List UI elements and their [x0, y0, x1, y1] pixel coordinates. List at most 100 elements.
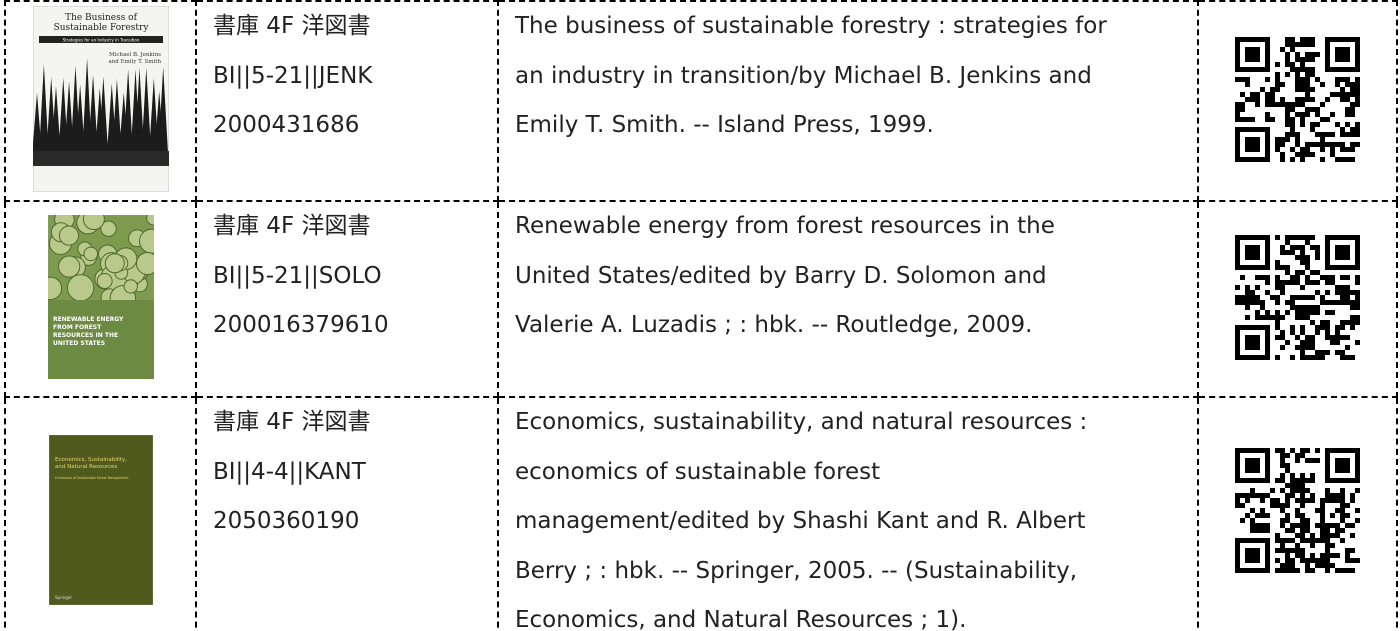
qr-module: [1350, 147, 1355, 152]
qr-module: [1330, 112, 1335, 117]
qr-module: [1245, 117, 1250, 122]
book-row: RENEWABLE ENERGYFROM FORESTRESOURCES IN …: [5, 201, 1397, 397]
qr-module: [1255, 275, 1260, 280]
qr-module: [1310, 345, 1315, 350]
qr-module: [1245, 97, 1250, 102]
qr-module: [1320, 528, 1325, 533]
qr-module: [1350, 300, 1355, 305]
qr-module: [1245, 82, 1250, 87]
qr-module: [1305, 538, 1310, 543]
qr-module: [1355, 127, 1360, 132]
qr-module: [1320, 538, 1325, 543]
qr-module: [1300, 310, 1305, 315]
qr-module: [1250, 92, 1255, 97]
qr-module: [1335, 285, 1340, 290]
id: 200016379610: [197, 301, 497, 351]
qr-module: [1240, 107, 1245, 112]
qr-module: [1305, 523, 1310, 528]
qr-module: [1325, 117, 1330, 122]
qr-module: [1290, 275, 1295, 280]
qr-module: [1285, 538, 1290, 543]
qr-module: [1345, 275, 1350, 280]
qr-module: [1320, 275, 1325, 280]
qr-module: [1290, 47, 1295, 52]
qr-module: [1305, 57, 1310, 62]
qr-module: [1320, 355, 1325, 360]
qr-module: [1280, 280, 1285, 285]
qr-module: [1270, 102, 1275, 107]
qr-module: [1275, 355, 1280, 360]
qr-module: [1280, 102, 1285, 107]
qr-module: [1310, 57, 1315, 62]
qr-module: [1310, 538, 1315, 543]
qr-module: [1290, 245, 1295, 250]
qr-module: [1325, 528, 1330, 533]
qr-module: [1300, 553, 1305, 558]
qr-module: [1275, 275, 1280, 280]
cover-author: Michael B. Jenkins: [108, 52, 160, 58]
qr-module: [1320, 325, 1325, 330]
location: 書庫 4F 洋図書: [197, 202, 497, 252]
qr-module: [1330, 563, 1335, 568]
description-line: Berry ; : hbk. -- Springer, 2005. -- (Su…: [499, 547, 1197, 597]
qr-module: [1265, 97, 1270, 102]
qr-module: [1255, 285, 1260, 290]
qr-module: [1300, 147, 1305, 152]
qr-module: [1295, 132, 1300, 137]
qr-module: [1325, 533, 1330, 538]
qr-module: [1325, 275, 1330, 280]
qr-module: [1350, 142, 1355, 147]
qr-module: [1350, 498, 1355, 503]
call-number: BI||5-21||JENK: [197, 52, 497, 102]
qr-module: [1340, 92, 1345, 97]
qr-module: [1340, 568, 1345, 573]
qr-module: [1355, 305, 1360, 310]
qr-module: [1265, 513, 1270, 518]
qr-module: [1250, 300, 1255, 305]
qr-module: [1335, 300, 1340, 305]
qr-module: [1325, 320, 1330, 325]
qr-module: [1300, 77, 1305, 82]
qr-module: [1325, 548, 1330, 553]
qr-module: [1255, 493, 1260, 498]
qr-module: [1325, 568, 1330, 573]
qr-module: [1275, 142, 1280, 147]
qr-module: [1330, 300, 1335, 305]
qr-module: [1310, 245, 1315, 250]
qr-module: [1290, 448, 1295, 453]
qr-module: [1295, 57, 1300, 62]
qr-module: [1300, 285, 1305, 290]
qr-cell: [1198, 397, 1397, 631]
qr-module: [1235, 107, 1240, 112]
cover-cell: Economics, Sustainability,and Natural Re…: [5, 397, 196, 631]
qr-module: [1295, 458, 1300, 463]
qr-module: [1305, 42, 1310, 47]
qr-module: [1325, 498, 1330, 503]
qr-module: [1280, 335, 1285, 340]
qr-module: [1320, 117, 1325, 122]
qr-module: [1305, 518, 1310, 523]
qr-module: [1260, 305, 1265, 310]
qr-module: [1320, 523, 1325, 528]
qr-module: [1245, 315, 1250, 320]
book-cover: Economics, Sustainability,and Natural Re…: [49, 435, 153, 605]
qr-module: [1335, 82, 1340, 87]
qr-module: [1285, 453, 1290, 458]
qr-module: [1280, 245, 1285, 250]
qr-module: [1295, 142, 1300, 147]
qr-module: [1290, 280, 1295, 285]
qr-module: [1330, 493, 1335, 498]
location-cell: 書庫 4F 洋図書BI||5-21||SOLO200016379610: [196, 201, 498, 397]
qr-module: [1235, 295, 1240, 300]
qr-module: [1350, 132, 1355, 137]
qr-module: [1310, 127, 1315, 132]
qr-module: [1300, 260, 1305, 265]
qr-module: [1245, 77, 1250, 82]
qr-module: [1250, 518, 1255, 523]
qr-module: [1255, 513, 1260, 518]
qr-module: [1345, 295, 1350, 300]
qr-module: [1315, 280, 1320, 285]
qr-finder-center: [1245, 137, 1260, 152]
qr-module: [1280, 157, 1285, 162]
qr-module: [1340, 77, 1345, 82]
